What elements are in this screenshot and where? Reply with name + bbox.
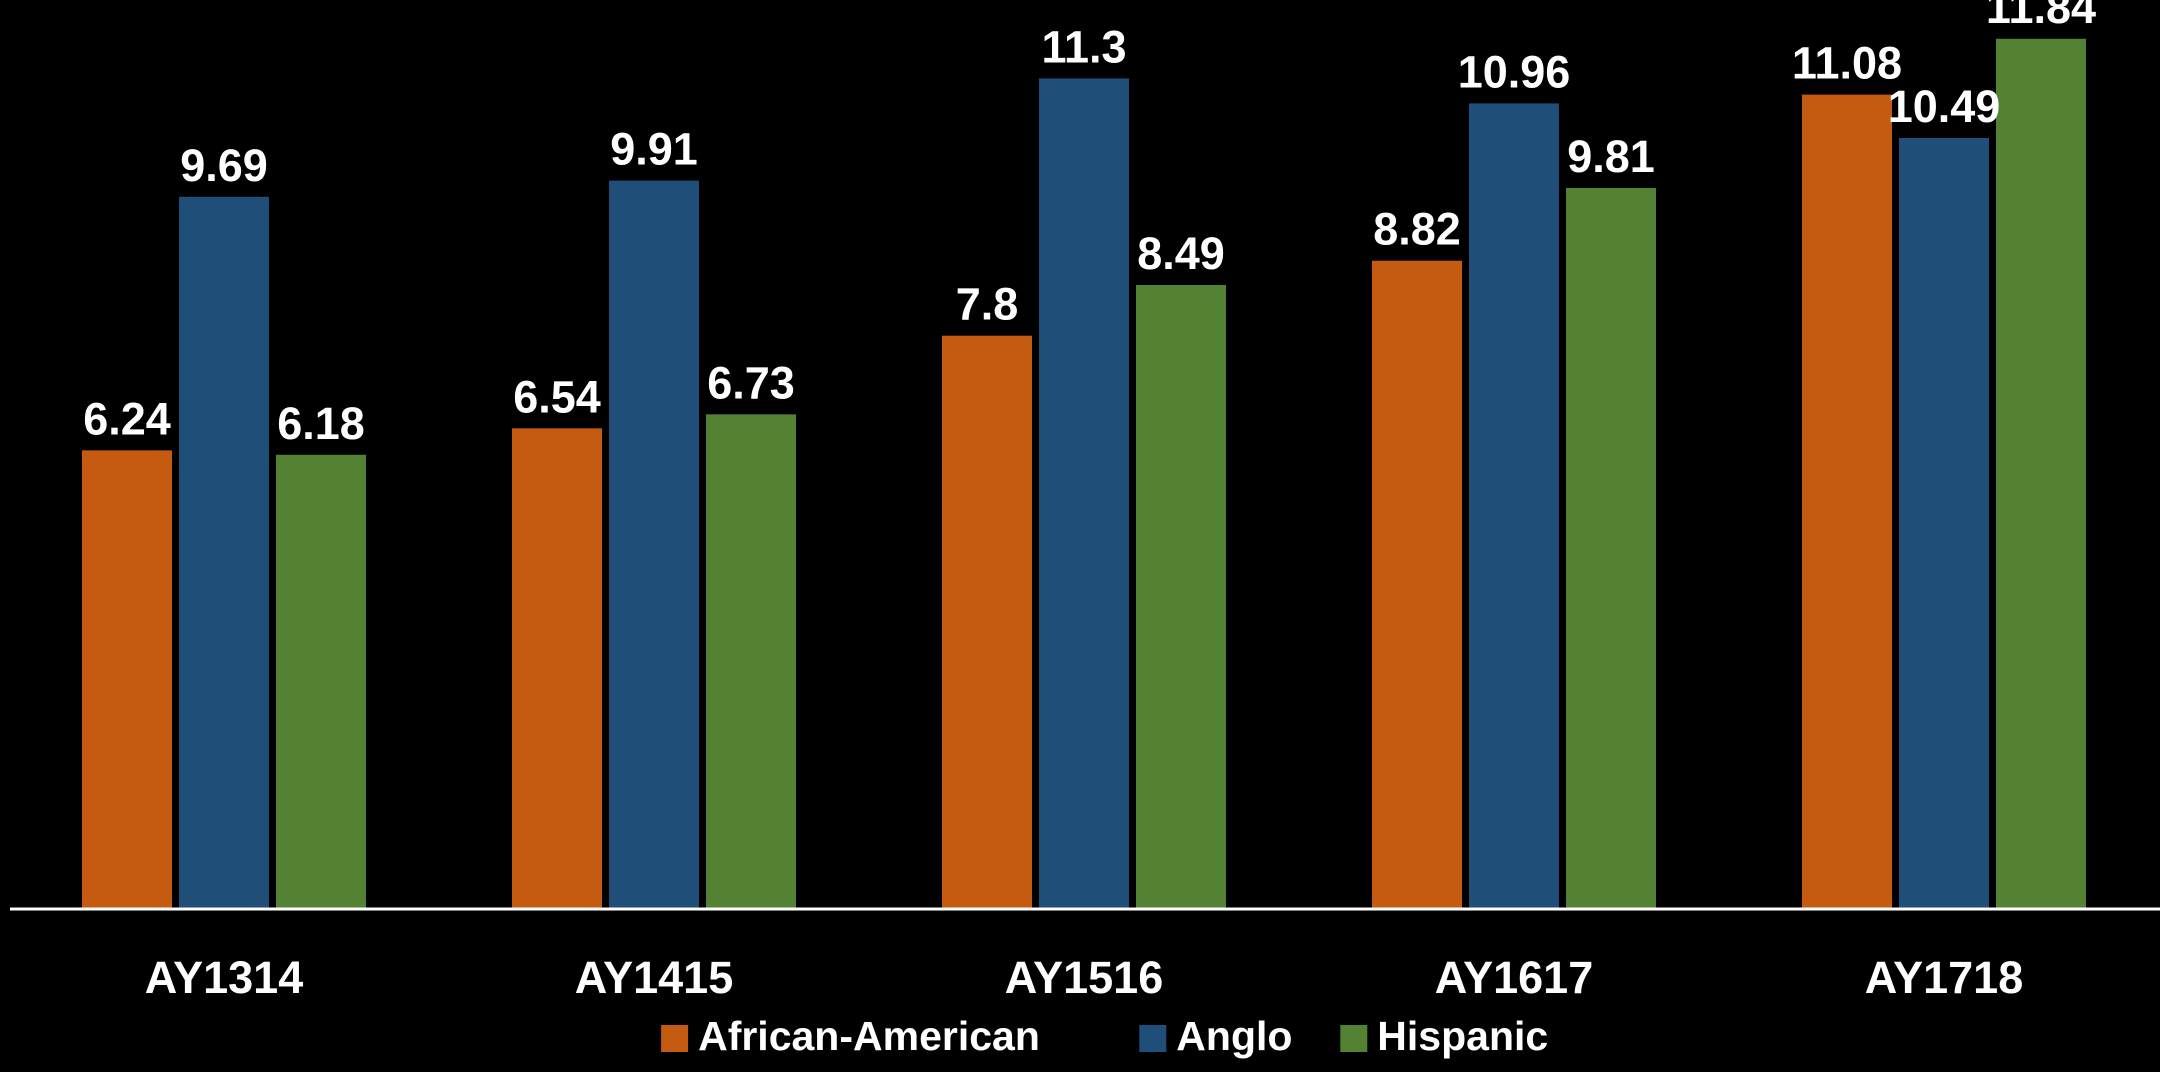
bar-anglo-ay1314 <box>179 196 269 909</box>
legend-label-african-american: African-American <box>698 1013 1040 1059</box>
bar-hispanic-ay1516 <box>1136 284 1226 909</box>
x-tick-label: AY1718 <box>1865 952 2024 1003</box>
data-label: 9.81 <box>1567 131 1655 182</box>
legend-swatch-hispanic <box>1340 1025 1368 1052</box>
legend-label-hispanic: Hispanic <box>1377 1013 1548 1059</box>
legend-swatch-anglo <box>1139 1025 1167 1052</box>
data-label: 6.54 <box>513 371 601 422</box>
data-label: 6.18 <box>277 398 365 449</box>
bar-hispanic-ay1718 <box>1996 38 2086 909</box>
bars-layer <box>82 38 2086 910</box>
data-label: 10.49 <box>1888 81 2001 132</box>
data-label: 6.73 <box>707 357 795 408</box>
bar-anglo-ay1617 <box>1469 103 1559 909</box>
data-label: 11.3 <box>1041 21 1126 72</box>
x-tick-label: AY1314 <box>145 952 304 1003</box>
x-tick-label: AY1516 <box>1005 952 1164 1003</box>
legend-swatch-african-american <box>661 1025 689 1052</box>
x-tick-label: AY1617 <box>1435 952 1594 1003</box>
data-label: 7.8 <box>956 279 1019 330</box>
data-label: 6.24 <box>83 393 171 444</box>
data-label: 9.69 <box>180 140 268 191</box>
legend-label-anglo: Anglo <box>1176 1013 1292 1059</box>
bar-african-american-ay1617 <box>1372 260 1462 910</box>
bar-hispanic-ay1415 <box>706 414 796 909</box>
value-labels-layer: 6.24 9.69 6.18 6.54 9.91 6.73 7.8 11.3 8.49 8.82 1… <box>83 0 2096 449</box>
bar-african-american-ay1718 <box>1802 94 1892 910</box>
bar-anglo-ay1516 <box>1039 78 1129 909</box>
bar-african-american-ay1314 <box>82 450 172 909</box>
data-label: 10.96 <box>1458 46 1571 97</box>
bar-anglo-ay1718 <box>1899 137 1989 910</box>
legend: African-American Anglo Hispanic <box>661 1013 1548 1059</box>
data-label: 8.49 <box>1137 228 1225 279</box>
bar-hispanic-ay1617 <box>1566 187 1656 910</box>
x-tick-label: AY1415 <box>575 952 734 1003</box>
data-label: 11.08 <box>1792 38 1902 89</box>
bar-anglo-ay1415 <box>609 180 699 910</box>
data-label: 9.91 <box>610 124 698 175</box>
data-label: 8.82 <box>1373 204 1461 255</box>
bar-african-american-ay1516 <box>942 335 1032 909</box>
bar-african-american-ay1415 <box>512 428 602 909</box>
category-labels-layer: AY1314 AY1415 AY1516 AY1617 AY1718 <box>145 952 2024 1003</box>
bar-hispanic-ay1314 <box>276 454 366 909</box>
data-label: 11.84 <box>1986 0 2096 33</box>
